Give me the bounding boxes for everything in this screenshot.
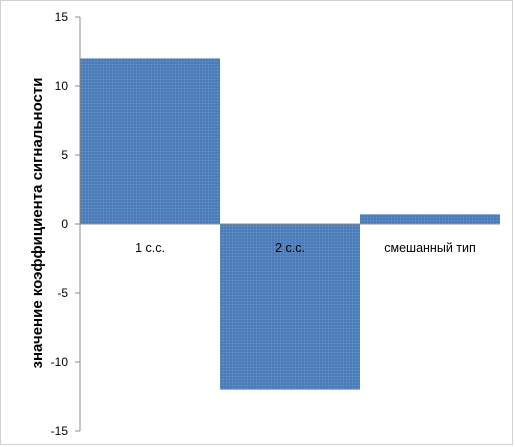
y-tick-label: -5 — [57, 286, 68, 300]
y-axis: -15 -10 -5 0 5 10 15 — [51, 10, 500, 438]
bars-group — [80, 58, 500, 390]
y-axis-title: значение коэффициента сигнальности — [29, 78, 46, 369]
x-category-label: 2 с.с. — [275, 241, 305, 255]
y-tick-label: -15 — [51, 424, 69, 438]
bar-1 — [80, 58, 220, 225]
x-category-label: смешанный тип — [384, 241, 476, 255]
x-category-label: 1 с.с. — [135, 241, 165, 255]
bar-3 — [360, 214, 500, 224]
y-tick-label: 5 — [61, 148, 68, 162]
y-tick-label: 0 — [61, 217, 68, 231]
bar-2 — [220, 224, 360, 390]
y-tick-label: -10 — [51, 355, 69, 369]
y-tick-label: 10 — [55, 79, 69, 93]
y-tick-label: 15 — [55, 10, 69, 24]
x-axis-category-labels: 1 с.с. 2 с.с. смешанный тип — [135, 241, 476, 255]
